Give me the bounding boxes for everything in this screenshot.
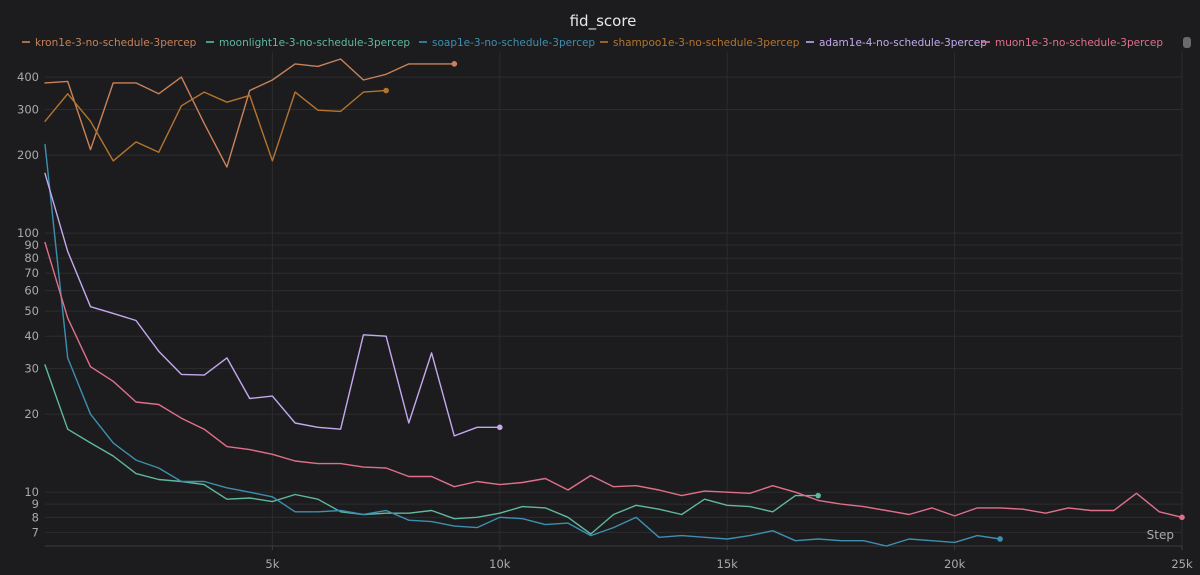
y-tick-label: 400	[17, 70, 39, 84]
series-line-soap1e-3-no-schedule-3percep	[44, 143, 1001, 547]
legend-label: moonlight1e-3-no-schedule-3percep	[219, 37, 410, 49]
legend-item-shampoo1e-3-no-schedule-3percep[interactable]: shampoo1e-3-no-schedule-3percep	[600, 37, 800, 49]
series-endpoint-soap1e-3-no-schedule-3percep	[997, 536, 1003, 542]
legend-item-adam1e-4-no-schedule-3percep[interactable]: adam1e-4-no-schedule-3percep	[806, 37, 987, 49]
series-line-kron1e-3-no-schedule-3percep	[44, 58, 455, 168]
series-endpoint-shampoo1e-3-no-schedule-3percep	[383, 87, 389, 94]
x-tick-label: 10k	[489, 557, 511, 571]
y-tick-label: 60	[24, 284, 39, 298]
legend-item-soap1e-3-no-schedule-3percep[interactable]: soap1e-3-no-schedule-3percep	[419, 37, 595, 49]
legend-label: shampoo1e-3-no-schedule-3percep	[613, 37, 800, 49]
series-line-adam1e-4-no-schedule-3percep	[44, 172, 501, 437]
series-lines	[44, 58, 1185, 547]
x-tick-label: 15k	[717, 557, 739, 571]
y-tick-label: 70	[24, 266, 39, 280]
y-tick-label: 80	[24, 251, 39, 265]
y-tick-label: 90	[24, 238, 39, 252]
series-endpoint-muon1e-3-no-schedule-3percep	[1179, 514, 1185, 521]
series-line-shampoo1e-3-no-schedule-3percep	[44, 89, 387, 162]
legend: kron1e-3-no-schedule-3percep moonlight1e-…	[22, 37, 1163, 49]
y-tick-label: 200	[17, 148, 39, 162]
y-tick-label: 50	[24, 304, 39, 318]
grid	[45, 52, 1183, 546]
y-tick-label: 30	[24, 362, 39, 376]
legend-label: adam1e-4-no-schedule-3percep	[819, 37, 987, 49]
series-line-muon1e-3-no-schedule-3percep	[44, 241, 1183, 518]
series-endpoint-adam1e-4-no-schedule-3percep	[497, 424, 503, 431]
x-axis-label: Step	[1147, 528, 1174, 542]
series-line-moonlight1e-3-no-schedule-3percep	[44, 364, 819, 535]
x-tick-label: 25k	[1171, 557, 1193, 571]
y-tick-label: 300	[17, 102, 39, 116]
chart-title: fid_score	[570, 12, 637, 31]
x-tick-label: 5k	[265, 557, 279, 571]
legend-label: kron1e-3-no-schedule-3percep	[35, 37, 197, 49]
legend-label: muon1e-3-no-schedule-3percep	[995, 37, 1163, 49]
legend-item-muon1e-3-no-schedule-3percep[interactable]: muon1e-3-no-schedule-3percep	[982, 37, 1163, 49]
legend-item-kron1e-3-no-schedule-3percep[interactable]: kron1e-3-no-schedule-3percep	[22, 37, 197, 49]
y-tick-label: 20	[24, 407, 39, 421]
x-tick-label: 20k	[944, 557, 966, 571]
y-tick-label: 100	[17, 226, 39, 240]
y-tick-label: 10	[24, 485, 39, 499]
legend-item-moonlight1e-3-no-schedule-3percep[interactable]: moonlight1e-3-no-schedule-3percep	[206, 37, 410, 49]
series-endpoint-kron1e-3-no-schedule-3percep	[451, 61, 458, 67]
y-tick-label: 7	[32, 525, 39, 539]
series-endpoint-moonlight1e-3-no-schedule-3percep	[815, 492, 821, 499]
y-tick-label: 40	[24, 329, 39, 343]
y-tick-label: 8	[32, 510, 39, 524]
legend-menu-icon[interactable]	[1183, 37, 1191, 48]
legend-label: soap1e-3-no-schedule-3percep	[432, 37, 595, 49]
y-tick-label: 9	[32, 497, 39, 511]
